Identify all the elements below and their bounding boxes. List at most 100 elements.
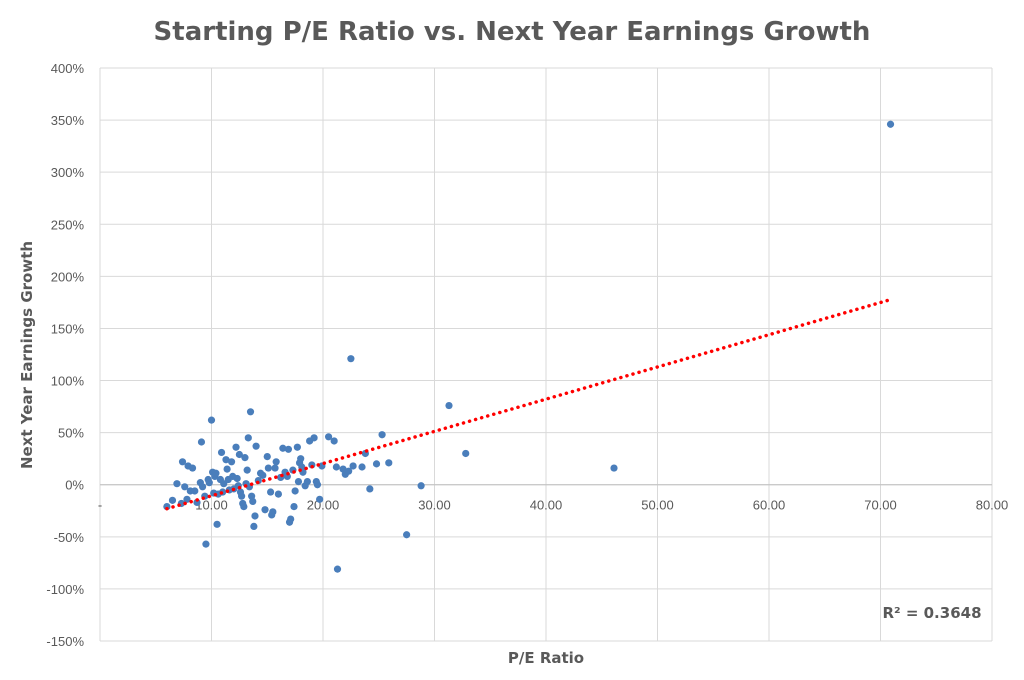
data-point [347, 355, 355, 363]
data-point [197, 438, 206, 446]
data-point [293, 443, 301, 451]
y-tick-label: 300% [51, 165, 85, 180]
data-point [250, 522, 258, 531]
data-point [207, 416, 216, 424]
data-point [198, 483, 207, 491]
data-point [240, 503, 248, 511]
x-tick-labels: - 10.00 20.00 30.00 40.00 50.00 60.00 70.00 80.0… [98, 498, 1008, 513]
y-tick-label: 100% [51, 374, 85, 389]
r-squared-label: R² = 0.3648 [882, 604, 981, 622]
data-point [290, 503, 298, 511]
y-tick-label: 0% [65, 478, 84, 493]
data-point [223, 465, 231, 473]
gridlines [99, 67, 993, 642]
data-point [274, 490, 282, 498]
data-point [349, 462, 357, 470]
y-tick-label: -150% [46, 634, 84, 649]
data-point [249, 497, 257, 505]
data-point [263, 452, 271, 461]
data-point [227, 458, 236, 466]
y-tick-label: 250% [51, 217, 85, 232]
y-axis-title: Next Year Earnings Growth [18, 241, 36, 469]
data-point [316, 495, 324, 503]
data-point [886, 120, 895, 128]
data-point [205, 479, 213, 487]
data-point [287, 515, 295, 523]
data-point [324, 433, 333, 441]
x-tick-label: 80.00 [976, 498, 1009, 513]
x-tick-label: - [98, 498, 102, 513]
data-point [310, 434, 318, 442]
y-tick-label: 200% [51, 269, 85, 284]
data-point [259, 471, 267, 479]
data-point [269, 508, 277, 516]
data-point [238, 492, 246, 500]
data-point [272, 458, 280, 466]
data-point [213, 520, 221, 528]
data-point [168, 496, 177, 504]
data-point [212, 469, 220, 477]
data-point [279, 444, 287, 452]
data-point [261, 506, 269, 514]
data-point [372, 460, 381, 468]
data-point [244, 434, 252, 442]
y-tick-label: 350% [51, 113, 85, 128]
data-point [235, 450, 243, 459]
data-point [330, 437, 338, 445]
x-tick-label: 20.00 [307, 498, 340, 513]
chart-title: Starting P/E Ratio vs. Next Year Earning… [154, 17, 871, 47]
y-tick-label: 150% [51, 321, 85, 336]
data-point [217, 448, 226, 457]
data-point [191, 487, 199, 495]
data-point [385, 459, 393, 467]
data-point [284, 445, 293, 453]
y-tick-labels: -150% -100% -50% 0% 50% 100% 150% 200% 250% 300% 3… [46, 61, 84, 649]
x-tick-label: 30.00 [418, 498, 451, 513]
data-point [297, 455, 305, 463]
y-tick-label: -100% [46, 582, 84, 597]
y-tick-label: 400% [51, 61, 85, 76]
data-point [178, 458, 187, 466]
data-point [243, 466, 251, 474]
data-point [462, 449, 470, 458]
data-point [183, 495, 191, 503]
data-point [294, 478, 303, 486]
x-tick-label: 40.00 [530, 498, 563, 513]
data-point [181, 483, 189, 491]
data-point [252, 442, 260, 450]
data-point [264, 464, 272, 472]
data-point [241, 454, 249, 462]
x-tick-label: 70.00 [864, 498, 897, 513]
data-point [246, 408, 255, 416]
y-tick-label: 50% [58, 426, 84, 441]
data-point [188, 464, 197, 472]
data-point [445, 401, 453, 410]
data-point [173, 480, 181, 488]
data-point [222, 456, 230, 464]
y-tick-label: -50% [54, 530, 85, 545]
x-tick-label: 60.00 [753, 498, 786, 513]
data-point [266, 488, 275, 496]
trendline [165, 297, 894, 511]
data-point [403, 531, 411, 539]
data-point [271, 464, 279, 472]
data-point [291, 487, 299, 495]
data-point [610, 464, 618, 472]
data-point [358, 463, 366, 471]
x-tick-label: 50.00 [641, 498, 674, 513]
data-point [366, 485, 374, 493]
x-axis-title: P/E Ratio [508, 649, 584, 667]
data-point [251, 512, 259, 520]
data-point [202, 540, 210, 548]
data-point [333, 565, 342, 573]
data-point [313, 481, 322, 489]
data-point [303, 478, 311, 486]
data-point [332, 463, 340, 471]
data-point [233, 474, 241, 483]
x-tick-label: 10.00 [195, 498, 228, 513]
data-point [378, 431, 386, 439]
trendline-group [165, 297, 894, 511]
data-point [232, 443, 240, 451]
data-point [345, 467, 353, 475]
